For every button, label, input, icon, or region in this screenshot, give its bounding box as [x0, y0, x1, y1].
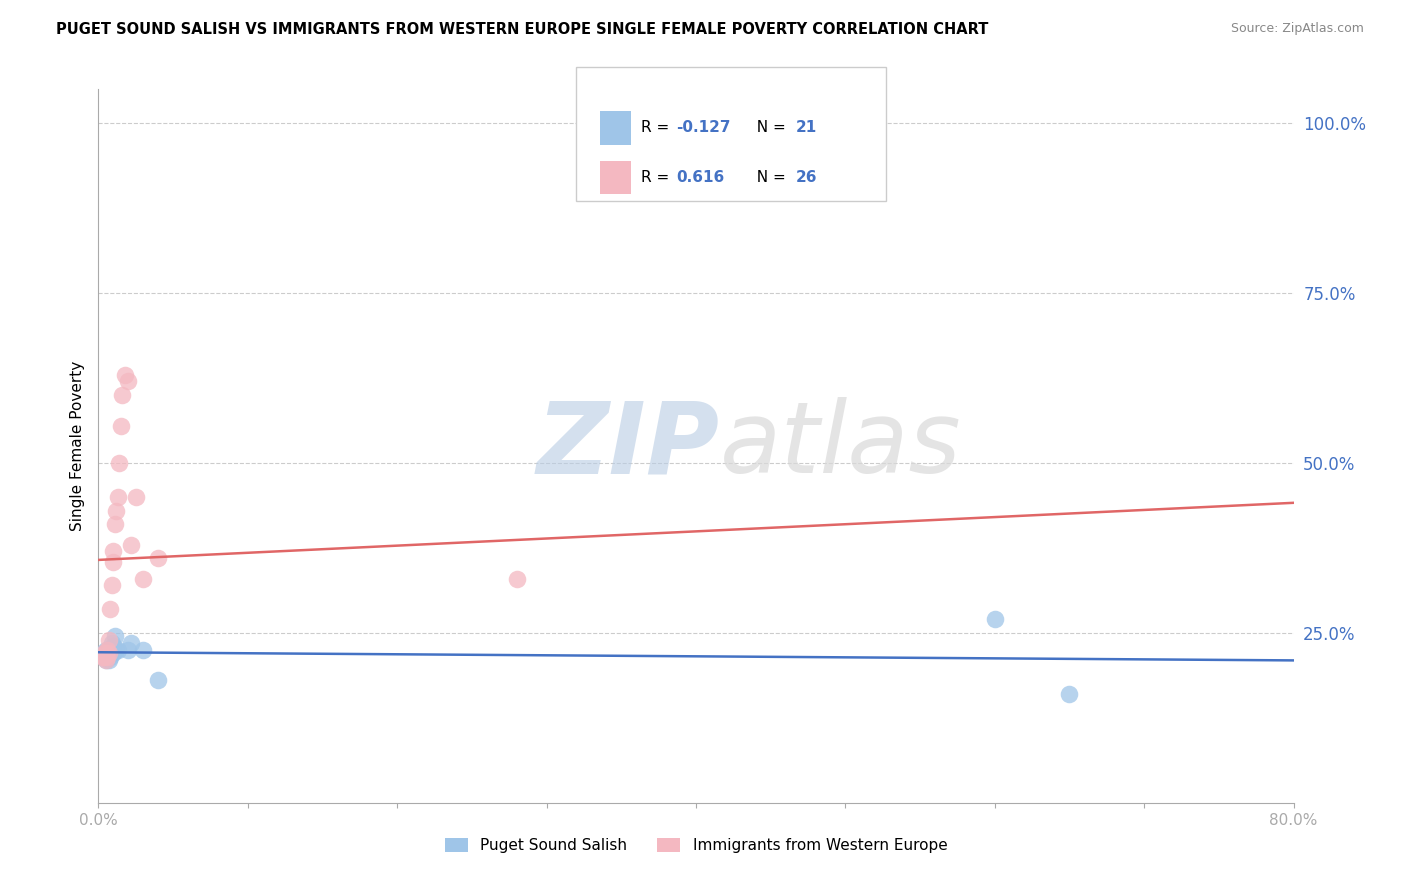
Point	[107, 643, 129, 657]
Point	[105, 503, 128, 517]
Legend: Puget Sound Salish, Immigrants from Western Europe: Puget Sound Salish, Immigrants from West…	[439, 832, 953, 859]
Point	[110, 418, 132, 433]
Point	[114, 368, 136, 382]
Point	[97, 643, 120, 657]
Point	[96, 649, 118, 664]
Text: PUGET SOUND SALISH VS IMMIGRANTS FROM WESTERN EUROPE SINGLE FEMALE POVERTY CORRE: PUGET SOUND SALISH VS IMMIGRANTS FROM WE…	[56, 22, 988, 37]
Point	[107, 490, 129, 504]
Point	[97, 646, 120, 660]
Point	[93, 649, 115, 664]
Text: ZIP: ZIP	[537, 398, 720, 494]
Point	[117, 643, 139, 657]
Point	[132, 572, 155, 586]
Point	[104, 517, 127, 532]
Text: 0.616: 0.616	[676, 170, 724, 185]
Text: Source: ZipAtlas.com: Source: ZipAtlas.com	[1230, 22, 1364, 36]
Point	[105, 643, 128, 657]
Y-axis label: Single Female Poverty: Single Female Poverty	[69, 361, 84, 531]
Point	[98, 649, 122, 664]
Text: -0.127: -0.127	[676, 120, 731, 135]
Point	[103, 555, 125, 569]
Text: R =: R =	[641, 120, 675, 135]
Point	[101, 578, 124, 592]
Point	[94, 646, 117, 660]
Point	[120, 537, 142, 551]
Text: N =: N =	[747, 120, 790, 135]
Point	[101, 636, 124, 650]
Text: 26: 26	[796, 170, 817, 185]
Point	[108, 456, 131, 470]
Point	[120, 636, 142, 650]
Text: atlas: atlas	[720, 398, 962, 494]
Text: N =: N =	[747, 170, 790, 185]
Point	[96, 649, 118, 664]
Point	[111, 388, 134, 402]
Point	[148, 673, 170, 688]
Point	[96, 646, 118, 660]
Point	[96, 643, 118, 657]
Point	[94, 643, 117, 657]
Text: R =: R =	[641, 170, 675, 185]
Point	[93, 646, 115, 660]
Point	[97, 632, 120, 647]
Point	[984, 612, 1007, 626]
Point	[104, 629, 127, 643]
Point	[103, 640, 125, 654]
Point	[148, 551, 170, 566]
Point	[94, 653, 117, 667]
Point	[93, 649, 115, 664]
Point	[1059, 687, 1081, 701]
Point	[98, 602, 122, 616]
Point	[91, 649, 114, 664]
Text: 21: 21	[796, 120, 817, 135]
Point	[132, 643, 155, 657]
Point	[91, 646, 114, 660]
Point	[103, 646, 125, 660]
Point	[125, 490, 148, 504]
Point	[103, 544, 125, 558]
Point	[97, 653, 120, 667]
Point	[117, 375, 139, 389]
Point	[506, 572, 529, 586]
Point	[94, 653, 117, 667]
